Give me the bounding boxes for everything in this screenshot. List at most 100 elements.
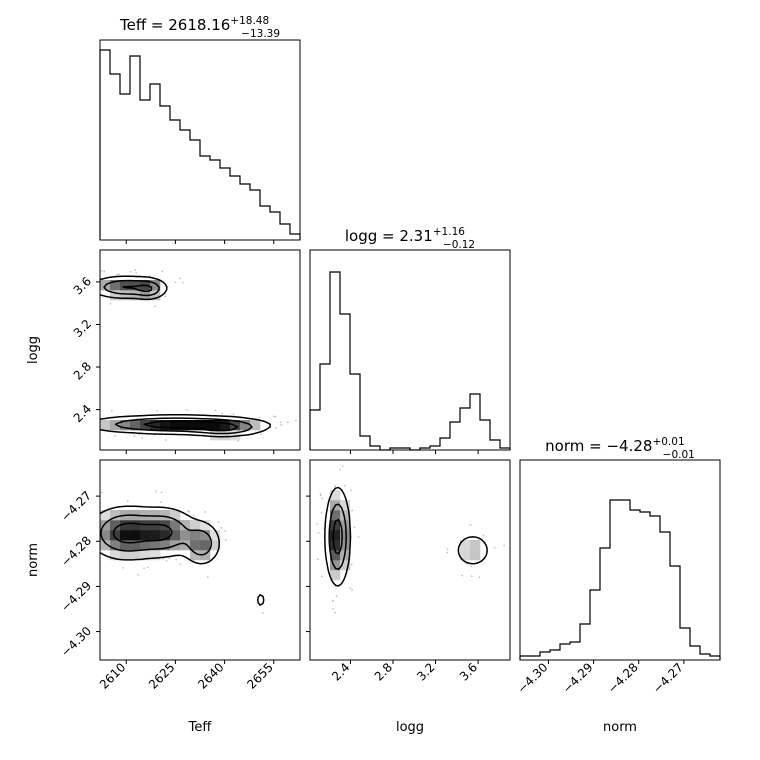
- density-cell: [130, 280, 141, 291]
- density-cell: [470, 540, 481, 551]
- sample-point: [331, 600, 334, 603]
- sample-point: [206, 576, 209, 578]
- sample-point: [335, 595, 338, 598]
- density-cell: [140, 550, 151, 561]
- sample-point: [482, 534, 485, 537]
- density-cell: [120, 290, 131, 301]
- density-cell: [210, 420, 221, 431]
- xtick-label-norm: −4.29: [560, 660, 596, 696]
- density-cell: [180, 520, 191, 531]
- density-cell: [220, 420, 231, 431]
- hist-step-norm: [519, 499, 721, 660]
- contour-line: [112, 522, 173, 544]
- density-cell: [100, 540, 111, 551]
- sample-point: [316, 522, 319, 525]
- sample-point: [129, 270, 132, 273]
- sample-point: [275, 427, 278, 429]
- contour-line: [103, 279, 253, 435]
- hist-frame-logg: [309, 249, 511, 451]
- hist-frame-norm: [519, 459, 721, 661]
- sample-point: [186, 408, 189, 411]
- ytick-label-logg: 3.6: [71, 274, 94, 297]
- density-cell: [170, 420, 181, 431]
- density-cell: [140, 530, 151, 541]
- sample-point: [133, 435, 136, 437]
- sample-point: [353, 526, 356, 529]
- title-logg: logg = 2.31+1.16 −0.12: [345, 226, 475, 251]
- ytick-label-logg: 2.8: [71, 359, 94, 382]
- xlabel-norm: norm: [603, 720, 637, 735]
- sample-point: [349, 587, 352, 590]
- density-cell: [340, 530, 351, 541]
- density-cell: [150, 550, 161, 561]
- density-cell: [190, 520, 201, 531]
- sample-point: [260, 433, 262, 436]
- ytick-label-norm: −4.30: [58, 624, 94, 660]
- sample-point: [220, 526, 223, 529]
- xtick-label-norm: −4.27: [650, 660, 686, 696]
- density-cell: [100, 510, 111, 521]
- title-norm: norm = −4.28+0.01 −0.01: [545, 436, 695, 461]
- density-cell: [100, 520, 111, 531]
- sample-point: [351, 509, 354, 512]
- sample-point: [470, 565, 473, 568]
- density-cell: [340, 500, 351, 511]
- density-cell: [160, 510, 171, 521]
- sample-point: [319, 492, 322, 495]
- contour-line: [100, 514, 213, 556]
- density-cell: [460, 550, 471, 561]
- sample-point: [446, 551, 449, 554]
- density-cell: [150, 540, 161, 551]
- contour-line: [100, 505, 265, 606]
- density-cell: [330, 510, 341, 521]
- sample-point: [274, 415, 277, 418]
- density-cell: [330, 540, 341, 551]
- panel-frame: [99, 249, 301, 451]
- density-cell: [120, 540, 131, 551]
- density-cell: [150, 290, 161, 301]
- panel-frame: [99, 459, 301, 661]
- density-cell: [180, 530, 191, 541]
- ytick-label-logg: 3.2: [71, 317, 94, 340]
- sample-point: [143, 567, 146, 570]
- contour-line: [122, 284, 239, 432]
- sample-point: [161, 270, 164, 273]
- hist-panel-norm: [519, 459, 721, 664]
- sample-point: [192, 514, 195, 517]
- sample-point: [116, 273, 119, 276]
- density-cell: [200, 420, 211, 431]
- sample-point: [232, 413, 235, 416]
- ytick-label-norm: −4.28: [58, 533, 94, 569]
- hist-panel-Teff: [99, 39, 301, 244]
- density-cell: [120, 280, 131, 291]
- sample-point: [165, 439, 167, 441]
- sample-point: [339, 468, 342, 471]
- sample-point: [320, 575, 323, 578]
- density-cell: [150, 530, 161, 541]
- density-cell: [190, 530, 201, 541]
- xtick-label-logg: 2.4: [329, 660, 352, 683]
- contour-line: [100, 275, 271, 438]
- xtick-label-norm: −4.28: [605, 660, 641, 696]
- xtick-label-Teff: 2655: [244, 660, 275, 691]
- sample-point: [224, 539, 227, 542]
- sample-point: [103, 270, 106, 273]
- density-cell: [130, 530, 141, 541]
- xtick-label-logg: 2.8: [372, 660, 395, 683]
- sample-point: [321, 497, 324, 500]
- density-cell: [210, 530, 221, 541]
- sample-point: [320, 512, 323, 514]
- sample-point: [114, 434, 117, 437]
- sample-point: [122, 566, 125, 569]
- sample-point: [126, 500, 129, 502]
- sample-point: [165, 559, 168, 562]
- sample-point: [224, 530, 227, 532]
- sample-point: [175, 558, 178, 561]
- density-cell: [330, 530, 341, 541]
- xtick-label-Teff: 2640: [195, 660, 226, 691]
- xtick-label-norm: −4.30: [515, 660, 551, 696]
- sample-point: [272, 415, 275, 418]
- sample-point: [137, 573, 139, 576]
- sample-point: [334, 484, 337, 487]
- hist-step-logg: [309, 271, 511, 451]
